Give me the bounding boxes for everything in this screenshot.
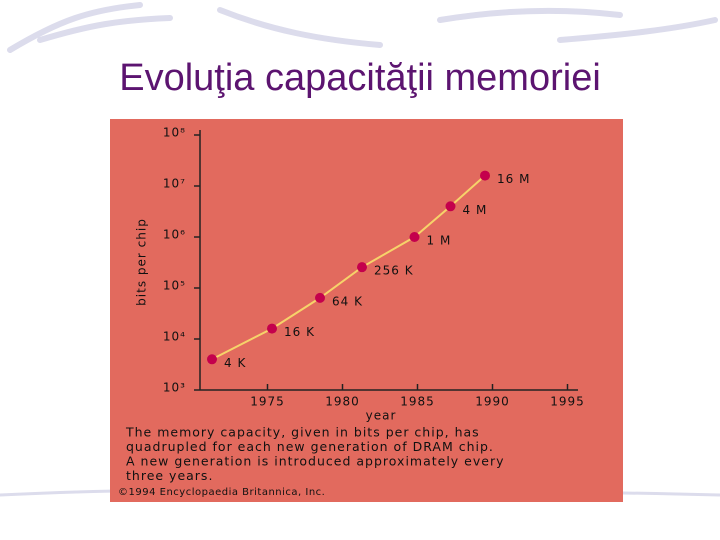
slide-title: Evoluţia capacităţii memoriei (119, 57, 601, 99)
y-tick-label: 10⁷ (163, 177, 186, 191)
y-tick-label: 10⁵ (163, 279, 186, 293)
data-point (480, 170, 490, 181)
data-point (409, 232, 420, 242)
x-tick-label: 1995 (550, 395, 585, 409)
data-label: 64 K (332, 294, 363, 308)
data-label: 1 M (427, 234, 452, 248)
caption-line: A new generation is introduced approxima… (126, 454, 505, 469)
y-tick-label: 10⁶ (163, 228, 186, 242)
caption-line: quadrupled for each new generation of DR… (126, 439, 494, 454)
x-tick-label: 1990 (475, 395, 510, 409)
data-label: 256 K (374, 264, 414, 278)
data-point (315, 292, 325, 303)
y-tick-label: 10³ (163, 381, 186, 395)
data-point (267, 323, 277, 334)
x-tick-label: 1975 (250, 395, 285, 409)
data-label: 4 K (224, 356, 246, 370)
data-label: 16 K (284, 325, 315, 339)
y-axis-label: bits per chip (135, 218, 149, 306)
data-point (357, 262, 367, 273)
x-tick-label: 1980 (325, 395, 360, 409)
caption-line: three years. (126, 468, 213, 483)
x-tick-label: 1985 (400, 395, 435, 409)
caption-line: The memory capacity, given in bits per c… (125, 425, 480, 440)
y-tick-label: 10⁸ (163, 126, 186, 140)
chart: 10³ 10⁴ 10⁵ 10⁶ 10⁷ 10⁸ 1975 1980 1985 1990 1995 ye… (118, 126, 585, 499)
chart-panel (110, 119, 623, 502)
data-point (207, 354, 217, 365)
data-point (445, 201, 456, 212)
x-axis-label: year (366, 409, 397, 423)
data-label: 16 M (497, 172, 530, 186)
data-label: 4 M (463, 203, 488, 217)
y-tick-label: 10⁴ (163, 330, 186, 344)
swirl (7, 2, 718, 53)
credit: ©1994 Encyclopaedia Britannica, Inc. (118, 487, 325, 498)
